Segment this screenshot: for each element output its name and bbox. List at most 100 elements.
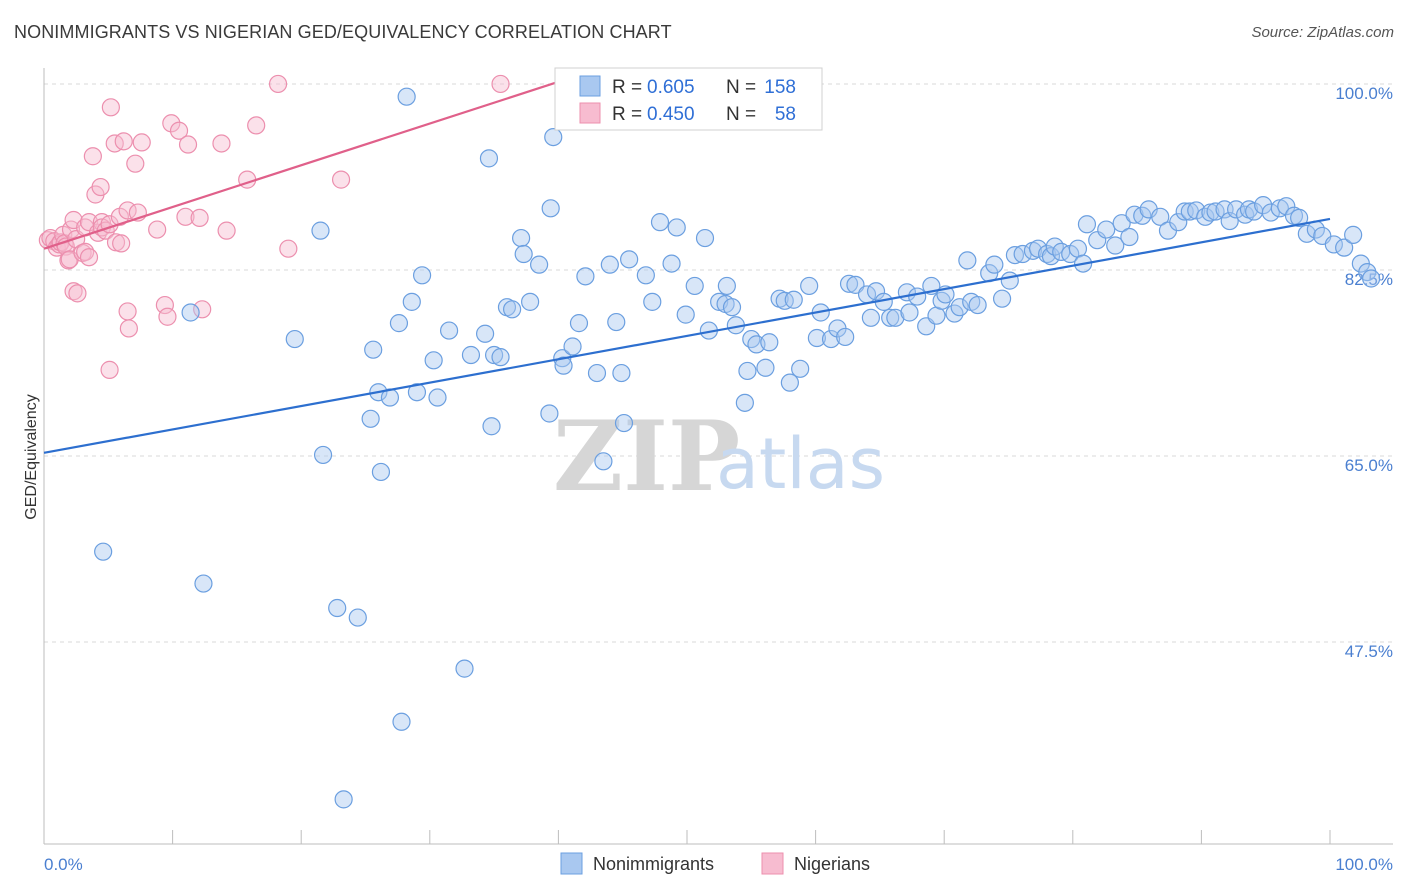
nonimmigrants-point: [594, 452, 613, 471]
nonimmigrants-point: [636, 266, 655, 285]
nonimmigrants-point: [348, 608, 367, 627]
nonimmigrants-point: [503, 300, 522, 319]
nonimmigrants-point: [800, 276, 819, 296]
nigerians-point: [178, 135, 198, 154]
nonimmigrants-point: [650, 213, 670, 232]
nonimmigrants-point: [1000, 271, 1019, 290]
nonimmigrants-point: [392, 712, 411, 731]
nonimmigrants-point: [780, 373, 799, 392]
nigerians-point: [162, 114, 181, 133]
legend-n-value-pink: 58: [775, 104, 796, 125]
nigerians-point: [118, 302, 137, 321]
legend-r-label-blue: R =: [612, 77, 642, 98]
legend-r-label-pink: R =: [612, 104, 642, 125]
nigerians-point: [83, 147, 102, 166]
legend-item-nonimmigrants-label: Nonimmigrants: [593, 854, 714, 874]
nonimmigrants-point: [389, 314, 409, 333]
nonimmigrants-point: [428, 388, 447, 407]
nonimmigrants-point: [1227, 200, 1246, 219]
nonimmigrants-point: [735, 393, 754, 412]
nonimmigrants-point: [544, 127, 563, 147]
nonimmigrants-point: [950, 298, 969, 317]
y-tick-label: 65.0%: [1345, 456, 1393, 475]
nigerians-point: [68, 284, 87, 303]
x-ticks: [43, 830, 1331, 844]
y-tick-label: 47.5%: [1345, 642, 1393, 661]
legend-item-nigerians-label: Nigerians: [794, 854, 870, 874]
nonimmigrants-point: [1169, 213, 1188, 232]
nonimmigrants-point: [821, 329, 841, 349]
nigerians-point: [79, 248, 99, 267]
nonimmigrants-point: [643, 292, 662, 311]
nonimmigrants-point: [181, 303, 200, 322]
nonimmigrants-point: [424, 351, 443, 370]
nonimmigrants-point: [861, 308, 880, 327]
nonimmigrants-point: [717, 276, 736, 296]
nigerians-point: [176, 207, 195, 226]
legend-n-value-blue: 158: [764, 77, 796, 98]
legend-stats: R = 0.605 N = 158 R = 0.450 N = 58: [554, 67, 823, 131]
nigerians-point: [158, 307, 177, 326]
nonimmigrants-point: [364, 340, 383, 359]
nonimmigrants-point: [541, 199, 560, 218]
nigerians-point: [169, 121, 189, 140]
nonimmigrants-point: [1324, 235, 1343, 254]
grid: [44, 83, 1393, 643]
nonimmigrants-point: [1261, 203, 1280, 222]
nonimmigrants-point: [313, 445, 333, 465]
nonimmigrants-point: [881, 308, 900, 327]
nonimmigrants-point: [685, 276, 704, 296]
nonimmigrants-point: [491, 348, 510, 367]
nonimmigrants-point: [908, 287, 927, 306]
nonimmigrants-point: [760, 333, 779, 352]
nonimmigrants-point: [620, 250, 639, 269]
nonimmigrants-points: [94, 87, 1381, 809]
chart-title: NONIMMIGRANTS VS NIGERIAN GED/EQUIVALENC…: [14, 22, 672, 42]
axes: [43, 68, 1393, 845]
nonimmigrants-point: [791, 359, 810, 378]
nonimmigrants-point: [402, 292, 421, 311]
nonimmigrants-point: [607, 312, 626, 332]
nonimmigrants-point: [1041, 247, 1061, 266]
nonimmigrants-point: [512, 228, 531, 248]
nonimmigrants-point: [397, 87, 416, 106]
legend-series: Nonimmigrants Nigerians: [560, 852, 870, 875]
legend-swatch-pink: [579, 102, 601, 124]
watermark-zip: ZIP: [553, 400, 740, 513]
nonimmigrants-point: [1106, 236, 1125, 255]
nonimmigrants-point: [900, 303, 919, 322]
legend-item-nonimmigrants-swatch: [560, 852, 583, 875]
nonimmigrants-point: [540, 404, 559, 423]
nonimmigrants-point: [1297, 224, 1316, 243]
nonimmigrants-point: [1344, 225, 1363, 244]
nigerians-point: [112, 234, 131, 253]
nonimmigrants-point: [569, 314, 589, 333]
nonimmigrants-point: [194, 574, 213, 593]
nonimmigrants-point: [1125, 205, 1144, 224]
nigerians-point: [132, 133, 151, 152]
nonimmigrants-point: [1277, 197, 1296, 216]
x-tick-label-min: 0.0%: [44, 855, 83, 874]
nigerians-point: [148, 220, 167, 239]
nonimmigrants-point: [839, 274, 859, 293]
nonimmigrants-point: [461, 345, 481, 365]
nonimmigrants-point: [455, 659, 474, 678]
nonimmigrants-point: [756, 358, 775, 377]
nonimmigrants-point: [1005, 245, 1025, 265]
nonimmigrants-point: [676, 305, 695, 324]
nonimmigrants-point: [530, 255, 549, 274]
nonimmigrants-point: [1220, 211, 1239, 231]
nonimmigrants-point: [1187, 201, 1206, 220]
nonimmigrants-point: [521, 292, 540, 311]
nonimmigrants-trend-line: [43, 217, 1331, 454]
nigerians-point: [91, 177, 110, 197]
nonimmigrants-point: [614, 413, 634, 433]
nonimmigrants-point: [482, 417, 501, 436]
nonimmigrants-point: [1112, 214, 1131, 233]
nigerians-point: [217, 221, 236, 240]
nonimmigrants-point: [1077, 215, 1097, 234]
nigerians-point: [190, 208, 209, 227]
nonimmigrants-point: [612, 363, 631, 383]
nigerians-trend-line: [43, 80, 559, 250]
nonimmigrants-point: [412, 266, 432, 285]
